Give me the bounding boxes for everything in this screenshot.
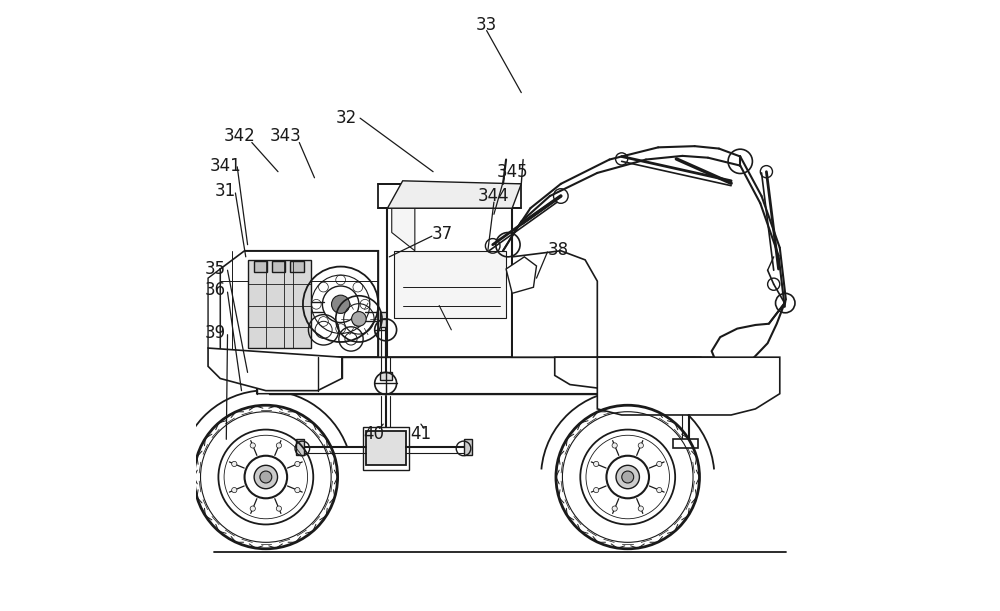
Circle shape [594,488,599,492]
Text: 39: 39 [205,324,226,342]
Polygon shape [208,269,220,357]
Bar [380,320,392,327]
Bar [290,261,304,272]
Bar [272,261,285,272]
Circle shape [276,443,282,448]
Polygon shape [512,251,597,357]
Bar [380,372,392,379]
Bar [254,261,267,272]
Circle shape [260,471,272,483]
Text: 345: 345 [496,163,528,181]
Circle shape [612,443,617,448]
Circle shape [332,295,350,313]
Text: 36: 36 [205,281,226,299]
Polygon shape [673,439,698,448]
Text: 35: 35 [205,260,226,278]
Polygon shape [208,348,342,390]
Text: 33: 33 [476,15,497,34]
Polygon shape [506,257,536,293]
Bar [366,431,406,465]
Circle shape [276,506,282,511]
Polygon shape [394,251,506,318]
Circle shape [638,506,643,511]
Polygon shape [220,251,378,357]
Circle shape [594,461,599,467]
Bar [296,439,304,455]
Circle shape [295,488,300,492]
Bar [464,439,472,455]
Text: 341: 341 [209,156,241,175]
Circle shape [657,461,662,467]
Circle shape [657,488,662,492]
Circle shape [254,466,278,489]
Circle shape [612,506,617,511]
Text: 40: 40 [363,425,384,444]
Polygon shape [387,181,521,208]
Polygon shape [597,357,780,415]
Text: 41: 41 [410,425,431,444]
Text: 38: 38 [547,241,568,258]
Circle shape [622,471,634,483]
Circle shape [638,443,643,448]
Circle shape [295,461,300,467]
Bar [363,427,409,470]
Polygon shape [248,260,311,348]
Polygon shape [257,357,731,393]
Text: 344: 344 [478,187,510,205]
Polygon shape [392,208,415,251]
Circle shape [352,312,366,326]
Circle shape [250,443,255,448]
Text: 37: 37 [432,225,453,243]
Circle shape [616,466,639,489]
Polygon shape [387,208,512,357]
Text: 343: 343 [270,128,302,145]
Circle shape [232,461,237,467]
Bar [380,312,392,319]
Text: 31: 31 [214,182,236,200]
Text: 32: 32 [336,109,357,127]
Circle shape [250,506,255,511]
Text: 342: 342 [224,128,256,145]
Polygon shape [555,357,713,392]
Polygon shape [378,184,521,208]
Polygon shape [712,303,785,368]
Circle shape [232,488,237,492]
